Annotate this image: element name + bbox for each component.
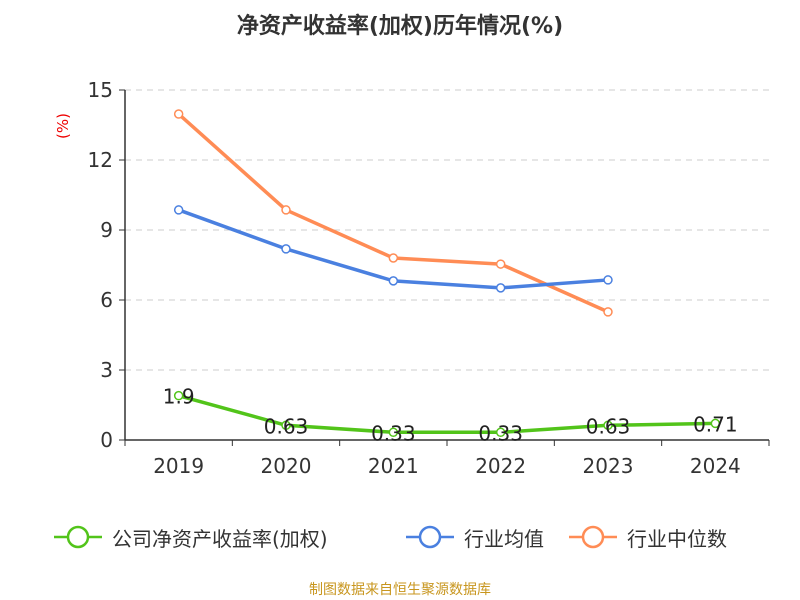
chart-title: 净资产收益率(加权)历年情况(%) [236, 14, 564, 39]
data-label: 1.9 [163, 385, 195, 409]
y-tick-label: 15 [88, 78, 113, 102]
data-point [281, 205, 291, 215]
legend-label: 公司净资产收益率(加权) [112, 526, 328, 551]
data-point [388, 253, 399, 263]
data-point [281, 244, 291, 254]
legend-marker-icon [54, 525, 102, 549]
source-note: 制图数据来自恒生聚源数据库 [309, 582, 491, 598]
legend-label: 行业均值 [464, 526, 544, 551]
data-label: 0.33 [478, 421, 523, 445]
y-tick-label: 12 [88, 148, 113, 172]
data-label: 0.33 [371, 421, 416, 445]
data-point [173, 390, 184, 401]
legend-item[interactable]: 行业中位数 [567, 522, 727, 552]
data-point [173, 109, 184, 119]
legend-item[interactable]: 行业均值 [404, 522, 544, 552]
y-tick-label: 9 [100, 218, 113, 242]
data-point [388, 427, 399, 438]
data-point [281, 420, 291, 431]
x-tick-label: 2023 [583, 454, 634, 478]
data-point [495, 259, 506, 269]
data-point [173, 205, 184, 215]
data-label: 0.71 [693, 412, 738, 436]
x-tick-label: 2020 [261, 454, 312, 478]
legend-marker-icon [406, 525, 454, 549]
data-point [603, 307, 613, 317]
data-point [603, 275, 613, 285]
legend-marker-icon [569, 525, 617, 549]
data-point [603, 420, 613, 431]
y-tick-label: 6 [100, 288, 113, 312]
x-tick-label: 2019 [153, 454, 204, 478]
x-tick-label: 2024 [690, 454, 741, 478]
data-label: 0.63 [586, 414, 631, 438]
data-point [710, 418, 721, 429]
x-tick-label: 2021 [368, 454, 419, 478]
y-tick-label: 3 [100, 358, 113, 382]
legend-item[interactable]: 公司净资产收益率(加权) [52, 522, 328, 552]
y-axis-label: (%) [54, 113, 72, 139]
data-label: 0.63 [264, 414, 309, 438]
series-line [178, 393, 716, 435]
x-tick-label: 2022 [475, 454, 526, 478]
data-point [495, 283, 506, 293]
y-tick-label: 0 [100, 428, 113, 452]
legend-label: 行业中位数 [627, 526, 727, 551]
data-point [495, 427, 506, 438]
data-point [388, 276, 399, 286]
